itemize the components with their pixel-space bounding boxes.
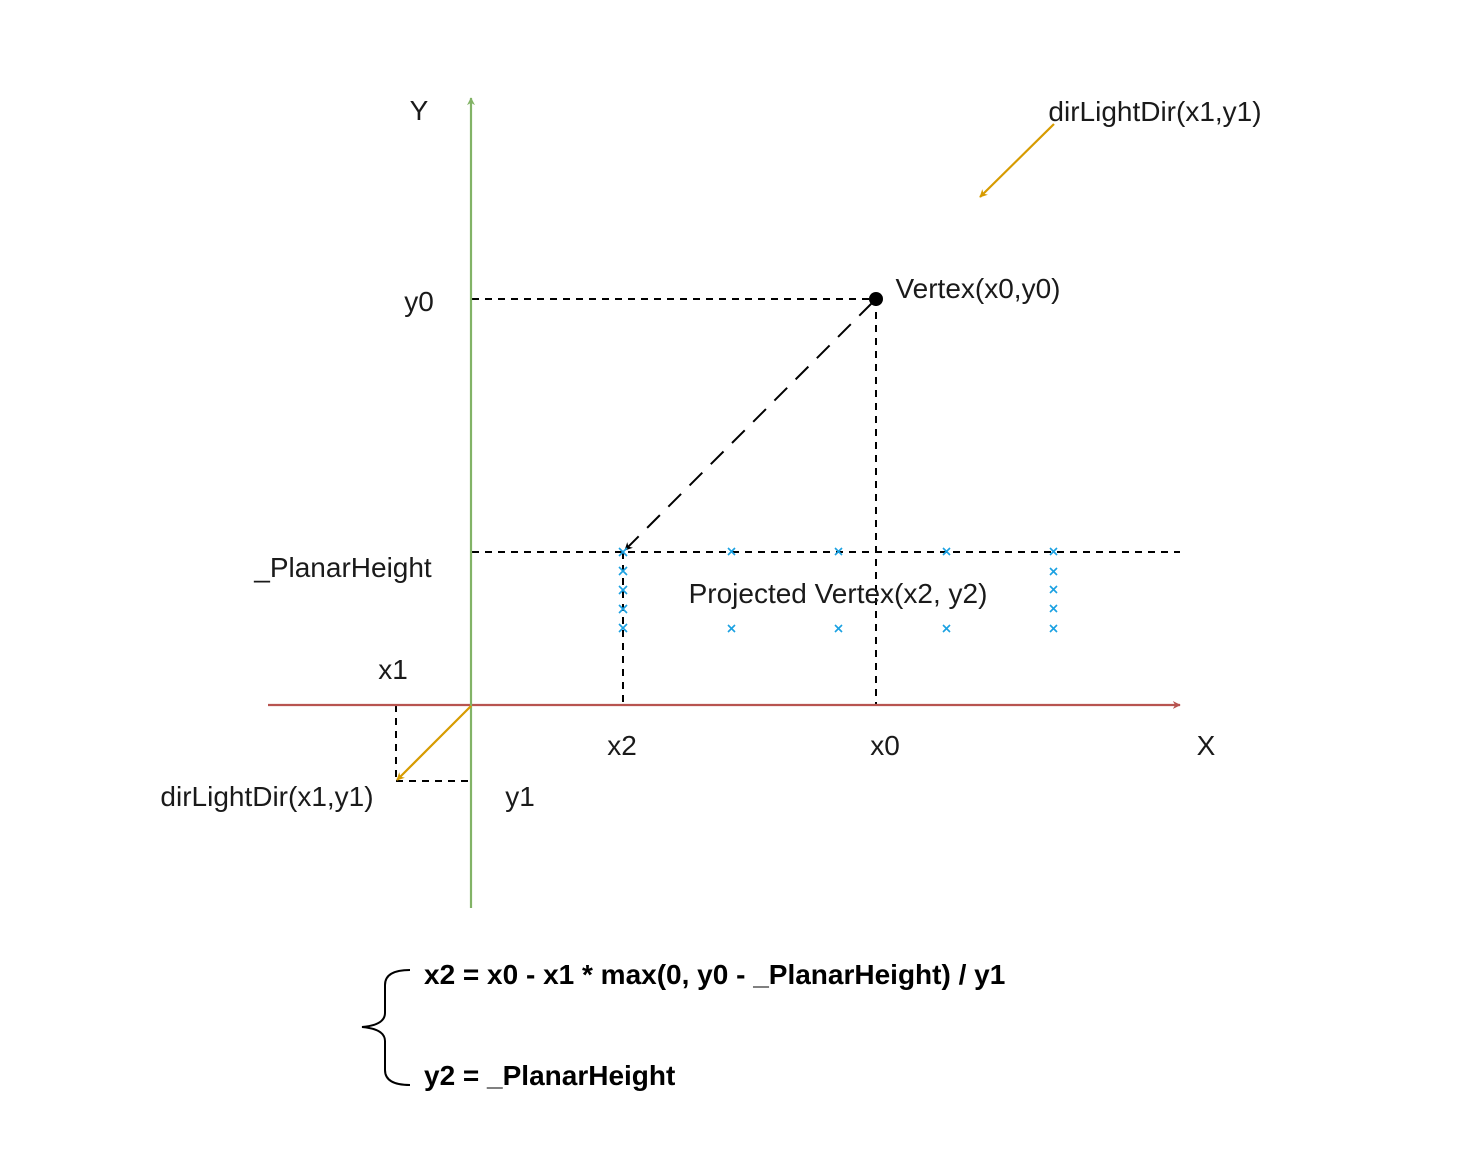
x2-label: x2: [607, 730, 637, 761]
projected-vertex-markers: [618, 547, 1058, 633]
projection-ray-arrow: [624, 302, 873, 551]
projected-vertex-label: Projected Vertex(x2, y2): [689, 578, 988, 609]
formula-x2: x2 = x0 - x1 * max(0, y0 - _PlanarHeight…: [424, 959, 1005, 990]
x-axis-label: X: [1197, 730, 1216, 761]
planar-height-label: _PlanarHeight: [253, 552, 432, 583]
vertex-point: [869, 292, 883, 306]
formula-brace: [361, 969, 411, 1086]
formula-y2: y2 = _PlanarHeight: [424, 1060, 675, 1091]
x0-label: x0: [870, 730, 900, 761]
light-dir-label-top: dirLightDir(x1,y1): [1048, 96, 1261, 127]
y1-label: y1: [505, 781, 535, 812]
y0-label: y0: [404, 286, 434, 317]
light-dir-arrow-top: [979, 123, 1055, 198]
x1-label: x1: [378, 654, 408, 685]
light-dir-arrow-bottom: [396, 705, 472, 781]
vertex-label: Vertex(x0,y0): [896, 273, 1061, 304]
y-axis-label: Y: [410, 95, 429, 126]
light-dir-label-bottom: dirLightDir(x1,y1): [160, 781, 373, 812]
